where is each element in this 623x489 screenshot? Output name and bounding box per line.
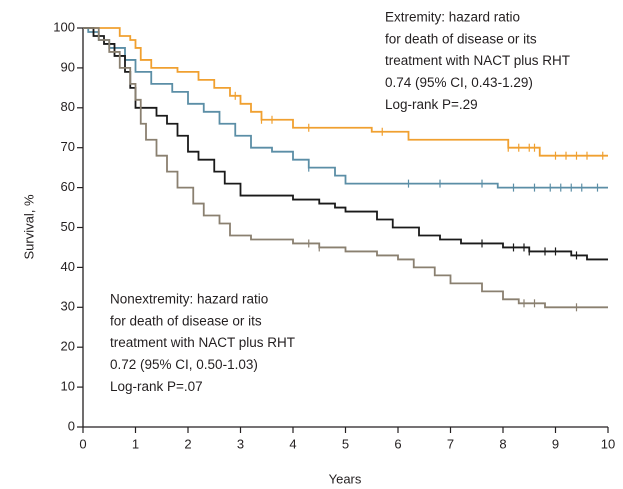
y-tick-label: 60 — [61, 179, 75, 194]
annotation: for death of disease or its — [385, 31, 537, 46]
x-tick-label: 10 — [601, 436, 615, 451]
x-tick-label: 5 — [342, 436, 349, 451]
annotation: treatment with NACT plus RHT — [110, 335, 295, 350]
y-tick-label: 30 — [61, 299, 75, 314]
annotation: Log-rank P=.29 — [385, 97, 478, 112]
y-tick-label: 90 — [61, 59, 75, 74]
survival-curve — [83, 27, 608, 309]
x-tick-label: 1 — [132, 436, 139, 451]
y-tick-label: 80 — [61, 99, 75, 114]
x-axis-label: Years — [329, 471, 362, 486]
annotation: 0.74 (95% CI, 0.43-1.29) — [385, 75, 533, 90]
y-tick-label: 20 — [61, 339, 75, 354]
annotation: treatment with NACT plus RHT — [385, 53, 570, 68]
x-tick-label: 7 — [447, 436, 454, 451]
y-tick-label: 10 — [61, 379, 75, 394]
annotation: Extremity: hazard ratio — [385, 10, 520, 25]
x-tick-label: 4 — [289, 436, 296, 451]
x-tick-label: 6 — [394, 436, 401, 451]
x-tick-label: 8 — [499, 436, 506, 451]
x-tick-label: 2 — [184, 436, 191, 451]
y-tick-label: 50 — [61, 219, 75, 234]
x-tick-label: 9 — [552, 436, 559, 451]
y-tick-label: 70 — [61, 139, 75, 154]
annotation: Log-rank P=.07 — [110, 379, 203, 394]
annotation: 0.72 (95% CI, 0.50-1.03) — [110, 357, 258, 372]
x-tick-label: 0 — [79, 436, 86, 451]
y-tick-label: 40 — [61, 259, 75, 274]
x-tick-label: 3 — [237, 436, 244, 451]
annotation: Nonextremity: hazard ratio — [110, 292, 268, 307]
survival-curve — [83, 27, 608, 157]
y-tick-label: 0 — [68, 418, 75, 433]
annotation: for death of disease or its — [110, 313, 262, 328]
y-axis-label: Survival, % — [21, 194, 36, 259]
y-tick-label: 100 — [53, 19, 75, 34]
survival-curve — [83, 27, 608, 189]
